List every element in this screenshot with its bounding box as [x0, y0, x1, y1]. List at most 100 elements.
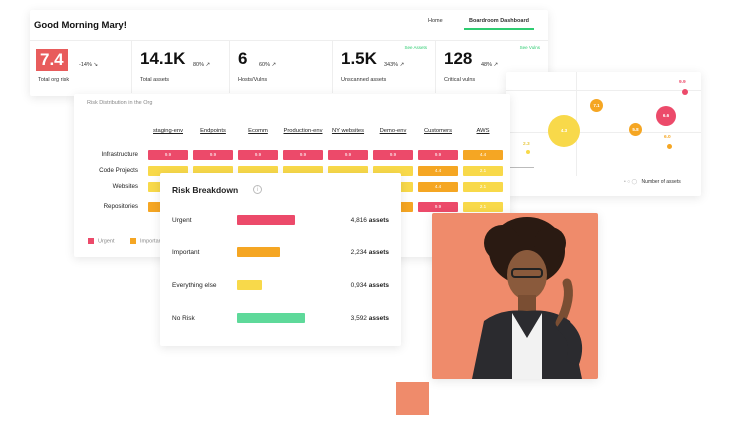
- bubble-label: 6.0: [664, 135, 671, 140]
- legend-label: Urgent: [98, 238, 115, 245]
- legend-label: Important: [140, 238, 164, 245]
- bubble-legend-label: Number of assets: [641, 179, 681, 185]
- heatmap-cell[interactable]: 9.9: [418, 150, 458, 160]
- heatmap-cell[interactable]: [373, 166, 413, 176]
- metric-change: 343% ↗: [384, 62, 405, 68]
- heatmap-cell[interactable]: 9.9: [238, 150, 278, 160]
- heatmap-cell[interactable]: 4.4: [463, 150, 503, 160]
- heatmap-cell[interactable]: 9.9: [418, 202, 458, 212]
- heatmap-column-header[interactable]: Customers: [423, 128, 453, 134]
- woman-photo: [432, 213, 598, 379]
- heatmap-column-header[interactable]: staging-env: [153, 128, 183, 134]
- metric-label: Total assets: [140, 77, 170, 83]
- metric-change: -14% ↘: [79, 62, 98, 68]
- metric-total-org-risk[interactable]: 7.4 -14% ↘ Total org risk: [30, 41, 132, 93]
- metric-critical-vulns[interactable]: See Vulns 128 48% ↗ Critical vulns: [436, 41, 548, 93]
- breakdown-unit: assets: [368, 282, 389, 289]
- breakdown-bar[interactable]: [237, 247, 280, 257]
- breakdown-label: Urgent: [172, 217, 192, 224]
- heatmap-cell[interactable]: 2.1: [463, 182, 503, 192]
- breakdown-count: 2,234: [350, 249, 367, 256]
- risk-breakdown-card: Risk Breakdown i Urgent 4,816 assets Impor…: [160, 173, 401, 346]
- heatmap-row-header: Code Projects: [99, 167, 138, 174]
- heatmap-cell[interactable]: [283, 166, 323, 176]
- legend-swatch: [130, 238, 136, 244]
- heatmap-title: Risk Distribution in the Org: [87, 100, 153, 106]
- metric-label: Critical vulns: [444, 77, 476, 83]
- nav-boardroom-dashboard[interactable]: Boardroom Dashboard: [464, 18, 534, 30]
- bubble[interactable]: [667, 144, 672, 149]
- heatmap-cell[interactable]: [238, 166, 278, 176]
- metric-hosts-vulns[interactable]: 6 60% ↗ Hosts/Vulns: [230, 41, 333, 93]
- dashboard-header-card: Good Morning Mary! Home Boardroom Dashbo…: [30, 10, 548, 96]
- metric-total-assets[interactable]: 14.1K 80% ↗ Total assets: [132, 41, 230, 93]
- breakdown-bar[interactable]: [237, 313, 306, 323]
- metric-unscanned-assets[interactable]: See Assets 1.5K 343% ↗ Unscanned assets: [333, 41, 436, 93]
- decorative-square: [396, 382, 429, 415]
- metric-change: 80% ↗: [193, 62, 211, 68]
- woman-illustration: [472, 217, 582, 379]
- heatmap-row-header: Websites: [112, 183, 138, 190]
- heatmap-cell[interactable]: [328, 166, 368, 176]
- heatmap-row-header: Infrastructure: [101, 151, 138, 158]
- bubble-legend: • ○ ◯ Number of assets: [624, 179, 681, 185]
- metric-value: 14.1K: [140, 49, 186, 68]
- metrics-row: 7.4 -14% ↘ Total org risk 14.1K 80% ↗ To…: [30, 40, 548, 93]
- breakdown-bar[interactable]: [237, 280, 263, 290]
- bubble[interactable]: [526, 150, 530, 154]
- heatmap-cell[interactable]: 9.9: [283, 150, 323, 160]
- metric-value: 6: [238, 49, 248, 68]
- heatmap-cell[interactable]: 9.9: [193, 150, 233, 160]
- heatmap-cell[interactable]: 9.9: [328, 150, 368, 160]
- heatmap-column-header[interactable]: AWS: [476, 128, 490, 134]
- metric-label: Total org risk: [38, 77, 70, 83]
- legend-swatch: [88, 238, 94, 244]
- breakdown-title: Risk Breakdown: [172, 185, 239, 195]
- bubble[interactable]: 5.8: [629, 123, 642, 136]
- heatmap-column-header[interactable]: Demo-env: [379, 128, 407, 134]
- heatmap-cell[interactable]: 2.1: [463, 166, 503, 176]
- legend-urgent: Urgent: [88, 238, 115, 244]
- breakdown-unit: assets: [368, 249, 389, 256]
- see-vulns-link[interactable]: See Vulns: [519, 45, 540, 50]
- breakdown-count: 4,816: [350, 217, 367, 224]
- breakdown-value: 4,816 assets: [351, 217, 389, 224]
- breakdown-count: 3,592: [350, 315, 367, 322]
- breakdown-value: 3,592 assets: [351, 315, 389, 322]
- info-icon[interactable]: i: [253, 185, 262, 194]
- breakdown-count: 0,934: [350, 282, 367, 289]
- bubble[interactable]: [682, 89, 688, 95]
- heatmap-cell[interactable]: 4.4: [418, 182, 458, 192]
- bubble[interactable]: 4.3: [548, 115, 580, 147]
- bubble-label: 2.3: [523, 142, 530, 147]
- heatmap-column-header[interactable]: NY websites: [331, 128, 365, 134]
- bubble-chart-card: 9.9 7.1 6.6 4.3 5.8 6.0 2.3 • ○ ◯ Number…: [506, 72, 701, 196]
- metric-value: 7.4: [36, 49, 68, 71]
- heatmap-cell[interactable]: [148, 166, 188, 176]
- breakdown-unit: assets: [368, 315, 389, 322]
- heatmap-column-header[interactable]: Ecomm: [248, 128, 268, 134]
- breakdown-label: Everything else: [172, 282, 217, 289]
- breakdown-label: Important: [172, 249, 200, 256]
- see-assets-link[interactable]: See Assets: [404, 45, 427, 50]
- metric-value: 1.5K: [341, 49, 377, 68]
- heatmap-cell[interactable]: 2.1: [463, 202, 503, 212]
- breakdown-unit: assets: [368, 217, 389, 224]
- metric-change: 48% ↗: [481, 62, 499, 68]
- breakdown-bar[interactable]: [237, 215, 296, 225]
- bubble[interactable]: 7.1: [590, 99, 603, 112]
- nav-home[interactable]: Home: [428, 18, 443, 24]
- heatmap-cell[interactable]: 9.9: [148, 150, 188, 160]
- legend-important: Important: [130, 238, 163, 244]
- metric-change: 60% ↗: [259, 62, 277, 68]
- heatmap-cell[interactable]: 4.4: [418, 166, 458, 176]
- size-legend-icon: • ○ ◯: [624, 179, 638, 185]
- metric-value: 128: [444, 49, 473, 68]
- heatmap-cell[interactable]: [193, 166, 233, 176]
- heatmap-cell[interactable]: 9.9: [373, 150, 413, 160]
- heatmap-column-header[interactable]: Production-env: [283, 128, 323, 134]
- bubble[interactable]: 6.6: [656, 106, 676, 126]
- breakdown-label: No Risk: [172, 315, 195, 322]
- heatmap-column-header[interactable]: Endpoints: [200, 128, 226, 134]
- metric-label: Unscanned assets: [341, 77, 387, 83]
